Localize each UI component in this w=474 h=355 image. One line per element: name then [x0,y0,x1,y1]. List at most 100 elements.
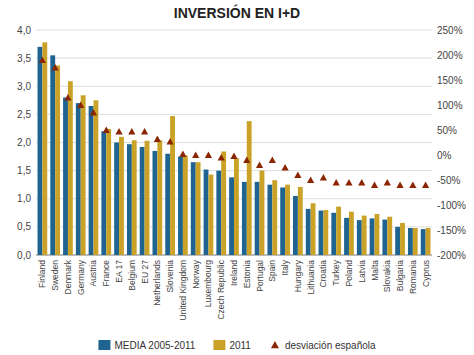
marker [192,151,199,157]
bar [76,103,81,255]
y-tick-label: 0,5 [17,221,31,232]
marker [320,174,327,180]
bar [387,217,392,255]
marker [103,126,110,132]
marker [115,128,122,134]
y2-tick-label: 200% [437,50,463,61]
bar [247,121,252,255]
bar [38,47,43,255]
plot-data [38,42,431,255]
marker [218,154,225,160]
x-tick-label: Italy [280,259,290,275]
x-tick-label: France [101,260,111,287]
y-tick-label: 2,0 [17,137,31,148]
bar [196,162,201,255]
bar [311,203,316,255]
marker [128,128,135,134]
bar [81,95,86,255]
marker [396,181,403,187]
x-tick-label: United Kingdom [178,260,188,320]
y-tick-label: 1,5 [17,165,31,176]
bar [216,171,221,255]
bar [183,155,188,255]
legend-item: 2011 [213,340,251,351]
title: INVERSIÓN EN I+D [174,4,300,21]
bar [293,196,298,255]
x-tick-label: Ireland [229,260,239,286]
bar [382,220,387,255]
x-tick-label: Finland [37,260,47,288]
marker [422,181,429,187]
bar [208,175,213,255]
marker [141,128,148,134]
x-tick-label: Norway [191,259,201,289]
legend-swatch [271,341,279,348]
x-tick-label: Poland [344,260,354,287]
bar [375,214,380,255]
y-tick-label: 3,0 [17,81,31,92]
bar [101,131,106,255]
marker [39,56,46,62]
marker [281,164,288,170]
marker [52,64,59,70]
chart: INVERSIÓN EN I+D0,00,51,01,52,02,53,03,5… [0,0,474,355]
marker [384,179,391,185]
grid-line [36,86,432,87]
y2-tick-label: -100% [437,200,466,211]
marker [358,179,365,185]
x-tick-label: Romania [408,260,418,294]
bar [260,171,265,255]
y2-tick-label: -50% [437,175,460,186]
legend-label: MEDIA 2005-2011 [114,340,195,351]
x-tick-label: Bulgaria [395,260,405,291]
bar [272,180,277,255]
bar [344,218,349,255]
marker [307,176,314,182]
marker [90,109,97,115]
bar [400,223,405,255]
bar [170,116,175,255]
legend-label: desviación española [285,340,376,351]
page: {"chart_data": {"type": "bar", "title": … [0,0,474,355]
marker [64,94,71,100]
bar [178,157,183,255]
y2-tick-label: -200% [437,250,466,261]
y2-tick-label: 150% [437,75,463,86]
bar [349,212,354,255]
marker [179,150,186,156]
y-tick-label: 4,0 [17,25,31,36]
y2-tick-label: 50% [437,125,457,136]
bar [242,182,247,255]
bar [362,216,367,255]
legend-item: desviación española [271,340,376,351]
bar [421,229,426,255]
y2-tick-label: -150% [437,225,466,236]
bar [336,207,341,255]
bar [370,218,375,255]
bar [42,42,47,255]
x-tick-label: Sweden [50,260,60,291]
bar [357,220,362,255]
marker [256,161,263,167]
y-tick-label: 0,0 [17,250,31,261]
marker [409,181,416,187]
bar [319,211,324,255]
x-tick-label: Croatia [318,260,328,288]
x-tick-label: Spain [267,260,277,282]
x-tick-label: Belgium [127,260,137,291]
marker [230,152,237,158]
x-tick-label: Hungary [293,259,303,292]
bar [50,55,55,255]
bar [68,81,73,255]
x-tick-label: Netherlands [152,260,162,306]
bar [89,106,94,255]
y2-tick-label: 100% [437,100,463,111]
legend: MEDIA 2005-2011 2011 desviación española [98,340,376,351]
x-tick-label: EU 27 [140,260,150,284]
legend-swatch [98,340,110,350]
marker [333,179,340,185]
bar [191,162,196,255]
legend-item: MEDIA 2005-2011 [98,340,195,351]
x-tick-label: Slovakia [382,260,392,292]
bar [395,227,400,255]
